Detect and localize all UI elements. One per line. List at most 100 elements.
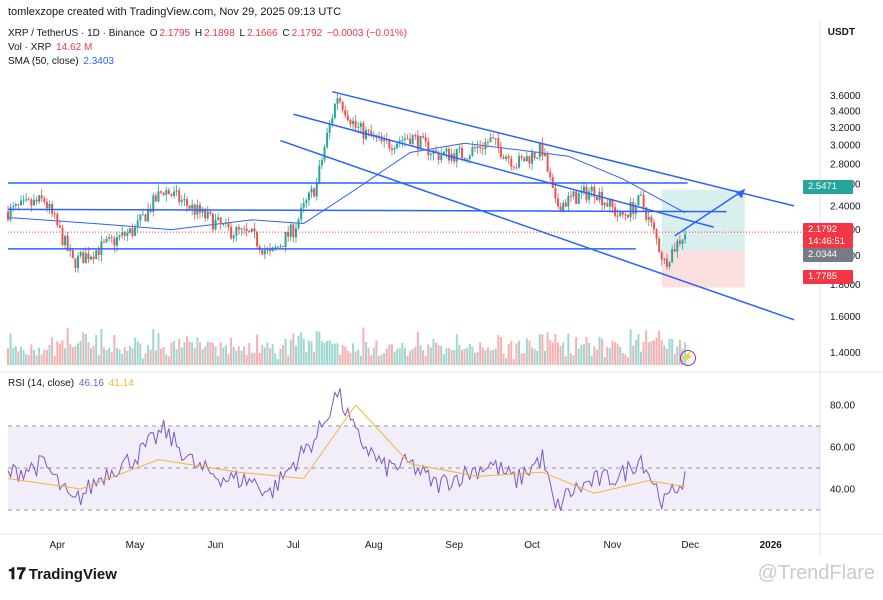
grid (0, 20, 883, 556)
candle-body (131, 228, 134, 236)
volume-bar (243, 346, 246, 365)
candle-body (497, 138, 500, 147)
candle-body (494, 138, 497, 140)
volume-bar (349, 352, 352, 365)
candle-body (157, 191, 160, 202)
candle-body (19, 200, 22, 206)
volume-bar (339, 354, 342, 365)
volume-bar (281, 344, 284, 365)
volume-bar (186, 336, 189, 365)
trendline-lower-channel (280, 139, 795, 321)
candle-body (87, 253, 90, 260)
sma-value: 2.3403 (83, 56, 114, 67)
volume-bar (165, 354, 168, 365)
volume-bar (401, 343, 404, 365)
candle-body (577, 192, 580, 204)
volume-bar (139, 343, 142, 365)
volume-legend[interactable]: Vol · XRP 14.62 M (8, 42, 94, 53)
entry-price-badge: 2.0344 (803, 248, 853, 262)
volume-bar (45, 349, 48, 365)
volume-bar (668, 338, 671, 365)
candle-body (300, 207, 303, 220)
volume-bar (551, 342, 554, 365)
candle-body (429, 154, 432, 156)
candle-body (27, 199, 30, 201)
candle-body (180, 200, 183, 202)
currency-label[interactable]: USDT (827, 27, 855, 38)
volume-bar (575, 337, 578, 365)
candle-body (139, 214, 142, 221)
volume-bar (53, 355, 56, 365)
volume-bar (160, 348, 163, 365)
candle-body (606, 202, 609, 207)
candle-body (201, 208, 204, 213)
candle-body (224, 222, 227, 224)
candle-body (419, 135, 422, 150)
x-tick-label: May (126, 540, 145, 551)
volume-bar (593, 346, 596, 365)
candle-body (536, 157, 539, 159)
volume-bar (17, 351, 20, 365)
y-tick-label: 3.2000 (830, 123, 861, 134)
current-price: 2.1792 (808, 224, 838, 235)
candle-body (284, 232, 287, 248)
volume-bar (489, 350, 492, 365)
ohlc-low-label: L (239, 28, 246, 39)
volume-bar (253, 352, 256, 365)
volume-bar (245, 355, 248, 365)
candle-body (634, 205, 637, 214)
volume-bar (331, 343, 334, 365)
candle-body (621, 211, 624, 215)
candle-body (302, 203, 305, 208)
volume-bar (460, 349, 463, 365)
tradingview-logo-icon: 𝟏𝟕 (8, 566, 26, 583)
volume-bar (525, 338, 528, 365)
volume-bar (147, 345, 150, 365)
candle-body (74, 258, 77, 269)
candle-body (611, 199, 614, 208)
candle-body (245, 228, 248, 231)
volume-bar (214, 346, 217, 365)
volume-bar (533, 348, 536, 365)
volume-bar (40, 354, 43, 365)
volume-bar (458, 344, 461, 365)
target-price-badge: 2.5471 (803, 180, 853, 194)
volume-bar (323, 342, 326, 365)
volume-bar (639, 351, 642, 365)
candle-body (541, 143, 544, 156)
volume-bar (19, 346, 22, 365)
candle-body (515, 167, 518, 169)
sma-legend[interactable]: SMA (50, close) 2.3403 (8, 56, 116, 67)
symbol-name[interactable]: XRP / TetherUS · 1D · Binance (8, 28, 145, 39)
candle-body (471, 147, 474, 156)
candle-body (549, 171, 552, 178)
ohlc-open-label: O (149, 28, 158, 39)
volume-bar (383, 353, 386, 365)
y-tick-label: 3.4000 (830, 107, 861, 118)
volume-bar (422, 350, 425, 365)
volume-bar (149, 349, 152, 365)
volume-bar (74, 346, 77, 365)
volume-bar (300, 332, 303, 365)
rsi-legend[interactable]: RSI (14, close) 46.16 41.14 (8, 378, 136, 389)
candle-body (629, 202, 632, 218)
candle-body (64, 236, 67, 246)
tradingview-logo[interactable]: 𝟏𝟕 TradingView (8, 566, 117, 584)
candle-body (627, 214, 630, 218)
bar-countdown: 14:46:51 (808, 236, 845, 247)
candle-body (178, 190, 181, 202)
candle-body (66, 236, 69, 251)
candle-body (328, 123, 331, 133)
volume-bar (230, 338, 233, 365)
candle-body (492, 137, 495, 139)
candle-body (14, 204, 17, 206)
volume-bar (271, 343, 274, 365)
volume-bar (258, 352, 261, 365)
current-price-badge: 2.1792 14:46:51 (803, 223, 853, 248)
volume-bar (419, 345, 422, 365)
volume-bar (95, 335, 98, 365)
logo-text: TradingView (28, 566, 117, 583)
lightning-icon[interactable]: ⚡ (680, 350, 696, 366)
volume-bar (237, 346, 240, 365)
